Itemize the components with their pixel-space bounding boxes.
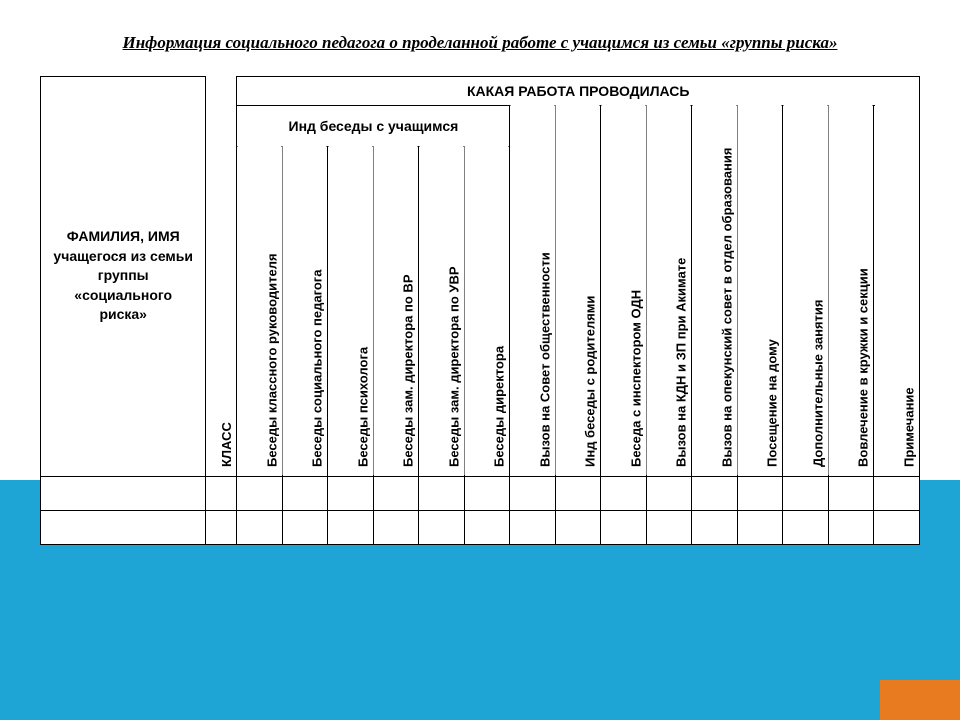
report-table-container: ФАМИЛИЯ, ИМЯ учащегося из семьи группы «…: [40, 76, 920, 545]
col-header-other-4: Вызов на опекунский совет в отдел образо…: [692, 105, 737, 476]
col-header-other-3: Вызов на КДН и ЗП при Акимате: [646, 105, 691, 476]
col-header-other-2: Беседа с инспектором ОДН: [601, 105, 646, 476]
col-header-ind-talks: Инд беседы с учащимся: [237, 105, 510, 146]
col-header-work-done: КАКАЯ РАБОТА ПРОВОДИЛАСЬ: [237, 76, 920, 105]
page-title: Информация социального педагога о продел…: [0, 0, 960, 66]
col-header-ind-4: Беседы зам. директора по УВР: [419, 146, 464, 476]
col-header-other-0: Вызов на Совет общественности: [510, 105, 555, 476]
col-header-other-5: Посещение на дому: [737, 105, 782, 476]
background-corner-accent: [880, 680, 960, 720]
col-header-ind-5: Беседы директора: [464, 146, 509, 476]
col-header-class: КЛАСС: [206, 76, 237, 476]
table-row: [41, 476, 920, 510]
col-header-other-6: Дополнительные занятия: [783, 105, 828, 476]
col-header-name: ФАМИЛИЯ, ИМЯ учащегося из семьи группы «…: [41, 76, 206, 476]
col-header-other-1: Инд беседы с родителями: [555, 105, 600, 476]
col-header-ind-2: Беседы психолога: [328, 146, 373, 476]
col-header-ind-1: Беседы социального педагога: [282, 146, 327, 476]
report-table: ФАМИЛИЯ, ИМЯ учащегося из семьи группы «…: [40, 76, 920, 545]
col-header-ind-3: Беседы зам. директора по ВР: [373, 146, 418, 476]
col-header-ind-0: Беседы классного руководителя: [237, 146, 282, 476]
col-header-other-8: Примечание: [874, 105, 920, 476]
table-row: [41, 510, 920, 544]
col-header-other-7: Вовлечение в кружки и секции: [828, 105, 873, 476]
